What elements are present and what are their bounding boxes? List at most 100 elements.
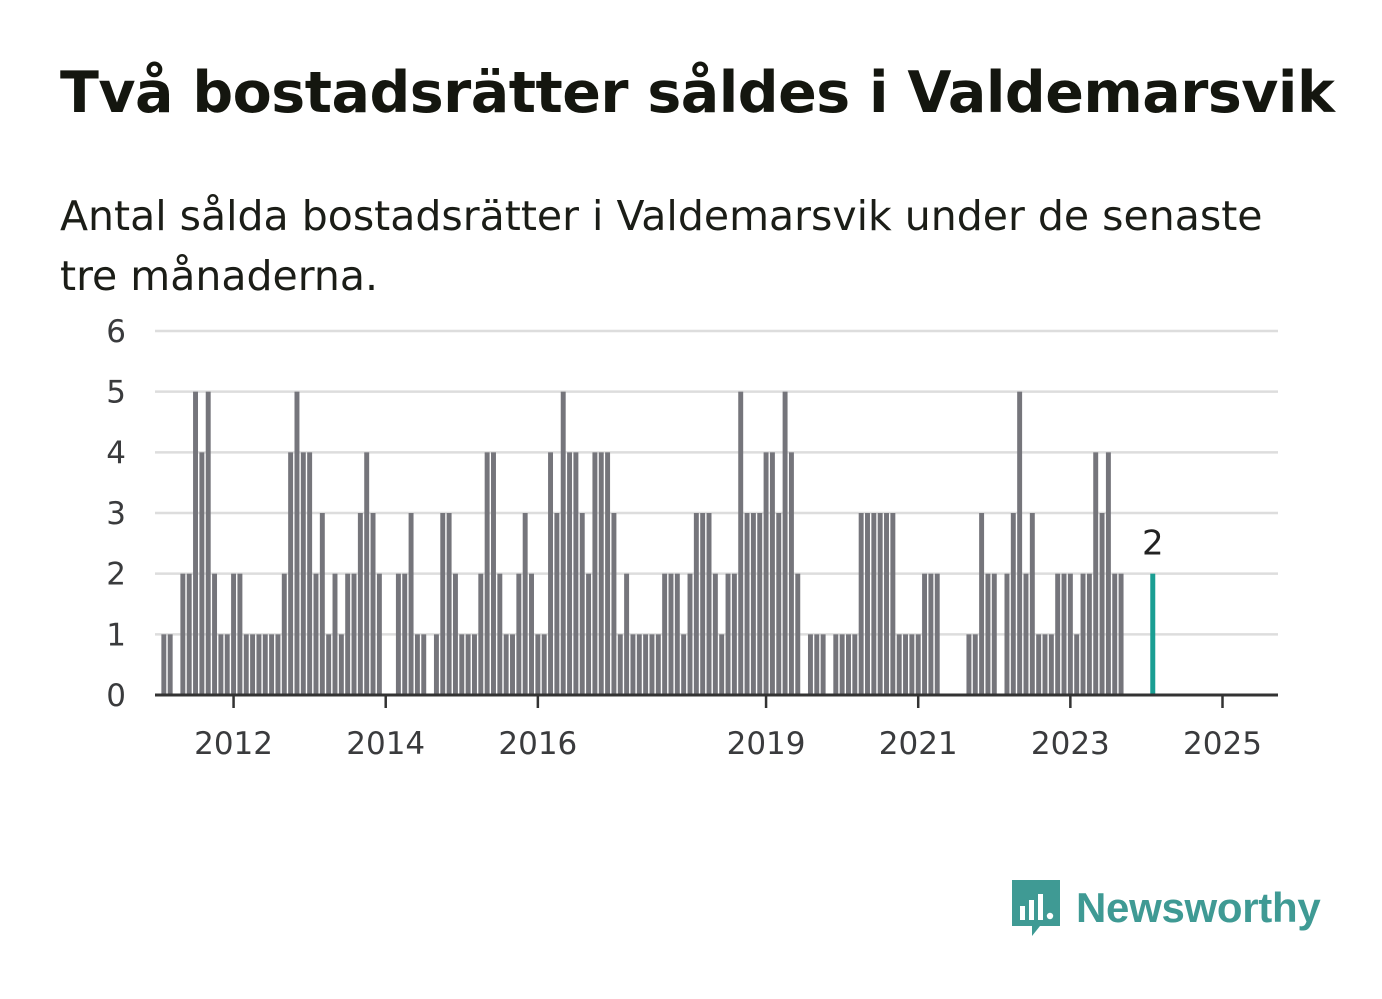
bar xyxy=(617,634,623,695)
bar xyxy=(769,452,775,695)
bar xyxy=(1004,573,1010,695)
bar xyxy=(459,634,465,695)
bar xyxy=(586,573,592,695)
bar xyxy=(529,573,534,695)
bar xyxy=(884,513,889,695)
bar xyxy=(1067,573,1073,695)
bar xyxy=(1023,573,1029,695)
bar xyxy=(807,634,813,695)
y-tick-label: 2 xyxy=(106,557,126,593)
bar xyxy=(421,634,427,695)
bar xyxy=(414,634,420,695)
bar xyxy=(865,513,870,695)
bars: 2 xyxy=(161,391,1164,695)
y-tick-label: 1 xyxy=(106,617,126,653)
bar xyxy=(250,634,256,695)
x-tick-label: 2016 xyxy=(498,726,577,762)
bar xyxy=(281,573,287,695)
bar xyxy=(985,573,991,695)
bar xyxy=(1042,634,1048,695)
x-tick-label: 2023 xyxy=(1031,726,1110,762)
y-tick-label: 0 xyxy=(106,678,126,714)
bar xyxy=(1036,634,1042,695)
bar xyxy=(338,634,344,695)
bar xyxy=(218,634,224,695)
bar xyxy=(332,573,338,695)
bar xyxy=(497,573,503,695)
highlight-bar xyxy=(1150,573,1156,695)
bar xyxy=(592,452,598,695)
bar xyxy=(605,452,611,695)
bar xyxy=(408,513,414,695)
bar xyxy=(326,634,332,695)
bar xyxy=(795,573,801,695)
bar xyxy=(300,452,306,695)
bar xyxy=(820,634,826,695)
bar xyxy=(433,634,439,695)
bar xyxy=(630,634,636,695)
bar xyxy=(307,452,313,695)
bar xyxy=(643,634,649,695)
bar xyxy=(624,573,630,695)
newsworthy-logo-icon xyxy=(1012,880,1060,936)
bar xyxy=(1118,573,1124,695)
bar xyxy=(966,634,972,695)
bar xyxy=(852,634,858,695)
bar xyxy=(560,391,566,695)
bar xyxy=(370,513,376,695)
bar xyxy=(395,573,401,695)
bar xyxy=(846,634,851,695)
bar xyxy=(877,513,883,695)
bar xyxy=(1061,573,1067,695)
bar xyxy=(788,452,794,695)
bar xyxy=(478,573,484,695)
bar xyxy=(814,634,820,695)
bar xyxy=(909,634,915,695)
bar xyxy=(567,452,573,695)
bar xyxy=(452,573,458,695)
bar xyxy=(262,634,268,695)
x-tick-label: 2012 xyxy=(194,726,273,762)
bar xyxy=(833,634,839,695)
bar xyxy=(180,573,186,695)
bar xyxy=(896,634,902,695)
bar xyxy=(402,573,408,695)
brand-name: Newsworthy xyxy=(1076,884,1321,931)
bar xyxy=(649,634,655,695)
bar xyxy=(364,452,370,695)
bar xyxy=(934,573,940,695)
bar xyxy=(871,513,877,695)
bar xyxy=(979,513,985,695)
bar xyxy=(256,634,262,695)
bar xyxy=(199,452,205,695)
highlight-value-label: 2 xyxy=(1142,524,1164,564)
bar xyxy=(1010,513,1016,695)
bar xyxy=(440,513,446,695)
y-tick-label: 3 xyxy=(106,496,126,532)
bar xyxy=(269,634,275,695)
bar xyxy=(237,573,243,695)
chart-title: Två bostadsrätter såldes i Valdemarsvik xyxy=(60,60,1335,126)
bar xyxy=(681,634,687,695)
bar xyxy=(319,513,325,695)
newsworthy-logo: Newsworthy xyxy=(1010,878,1321,938)
bar xyxy=(1029,513,1035,695)
bar xyxy=(186,573,192,695)
bar xyxy=(598,452,604,695)
bar xyxy=(693,513,699,695)
bar xyxy=(1055,573,1061,695)
bar xyxy=(1086,573,1092,695)
bar xyxy=(655,634,661,695)
bar xyxy=(357,513,363,695)
y-tick-label: 4 xyxy=(106,435,126,471)
bar xyxy=(541,634,547,695)
bar xyxy=(662,573,668,695)
bar xyxy=(212,573,218,695)
bar xyxy=(1112,573,1118,695)
bar xyxy=(890,513,896,695)
bar xyxy=(700,513,706,695)
bar xyxy=(839,634,845,695)
bar xyxy=(738,391,744,695)
bar xyxy=(1074,634,1080,695)
